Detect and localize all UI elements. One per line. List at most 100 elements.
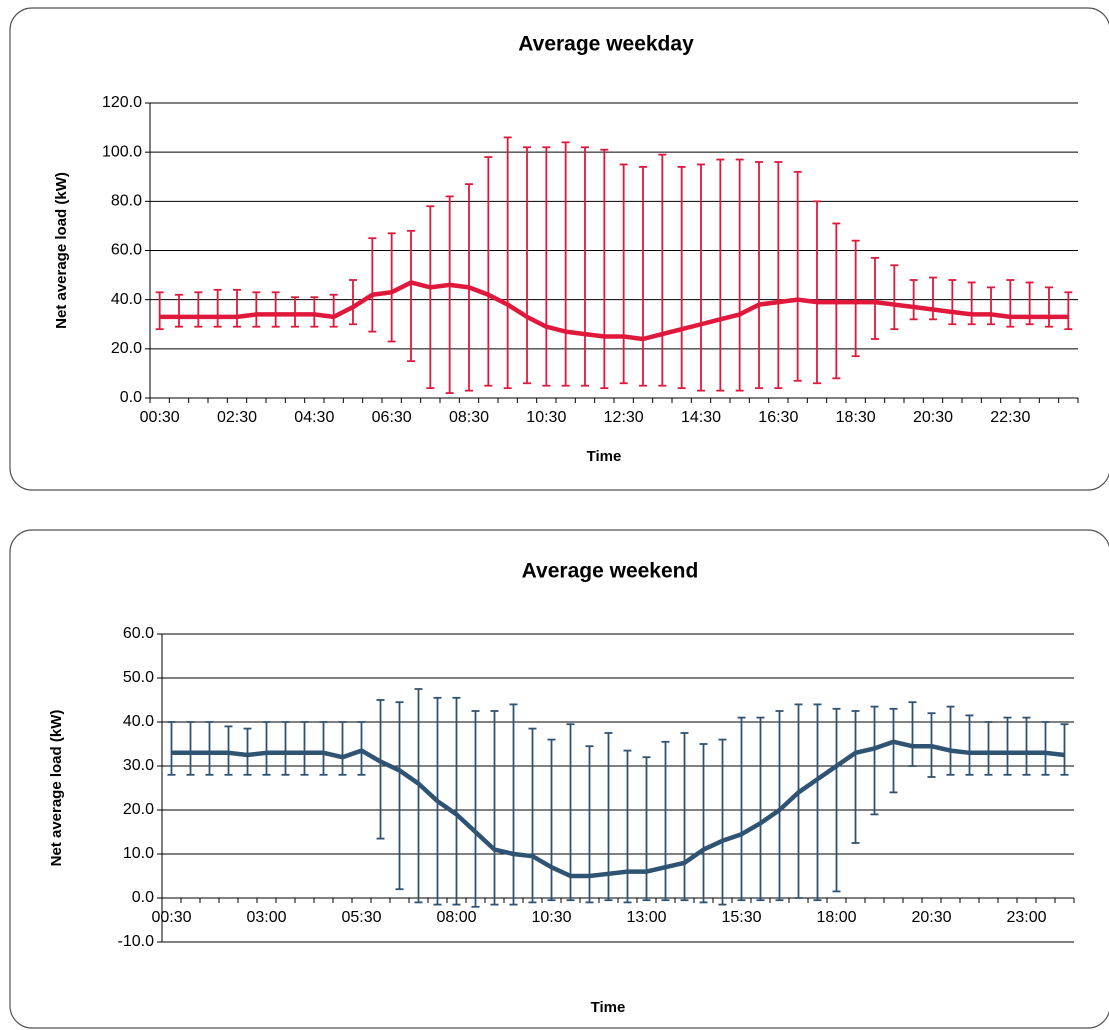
error-bar — [566, 723, 575, 902]
x-tick-label: 04:30 — [294, 409, 334, 426]
x-axis-title: Time — [591, 999, 626, 1016]
error-bar — [716, 158, 725, 392]
y-axis-title: Net average load (kW) — [53, 172, 70, 329]
error-bar — [338, 721, 347, 776]
error-bar — [946, 705, 955, 776]
error-bar — [774, 161, 783, 390]
error-bar — [680, 732, 689, 902]
chart-frame — [9, 529, 1109, 1029]
error-bar — [890, 264, 899, 331]
x-tick-label: 13:00 — [626, 909, 666, 926]
error-bar — [1060, 723, 1069, 776]
x-tick-label: 15:30 — [721, 909, 761, 926]
x-tick-label: 08:00 — [436, 909, 476, 926]
y-tick-label: 20.0 — [123, 801, 154, 818]
error-bar — [1041, 721, 1050, 776]
error-bar — [503, 136, 512, 390]
y-tick-label: 30.0 — [123, 757, 154, 774]
error-bar — [851, 239, 860, 358]
error-bar — [233, 288, 241, 328]
error-bar — [395, 701, 404, 891]
error-bar — [167, 721, 176, 776]
x-tick-label: 02:30 — [217, 409, 257, 426]
y-tick-label: 40.0 — [123, 713, 154, 730]
y-tick-label: -10.0 — [118, 933, 155, 950]
x-tick-label: 23:00 — [1006, 909, 1046, 926]
error-bar — [677, 166, 686, 390]
y-tick-label: 10.0 — [123, 845, 154, 862]
error-bar — [737, 716, 746, 902]
x-tick-label: 10:30 — [526, 409, 566, 426]
error-bar — [445, 195, 454, 394]
error-bar — [794, 703, 803, 899]
error-bar — [908, 701, 917, 767]
error-bar — [452, 696, 461, 906]
x-tick-label: 00:30 — [140, 409, 180, 426]
error-bar — [509, 703, 518, 906]
x-tick-label: 12:30 — [604, 409, 644, 426]
error-bar — [851, 710, 860, 844]
error-bar — [387, 232, 396, 343]
error-bar — [186, 721, 195, 776]
error-bar — [619, 163, 628, 385]
error-bar — [889, 707, 898, 794]
error-bar — [194, 291, 203, 328]
error-bar — [755, 161, 763, 390]
error-bar — [870, 705, 879, 816]
error-bar — [832, 707, 841, 893]
y-tick-label: 100.0 — [102, 143, 142, 160]
error-bar — [735, 158, 744, 392]
error-bar — [697, 163, 705, 392]
error-bar — [661, 740, 670, 902]
y-tick-label: 40.0 — [111, 291, 142, 308]
error-bar — [349, 279, 357, 326]
error-bar — [1022, 716, 1031, 776]
error-bar — [368, 237, 377, 333]
error-bar — [205, 721, 214, 776]
error-bar — [793, 170, 802, 382]
error-bar — [984, 721, 993, 776]
error-bar — [414, 688, 423, 904]
error-bar — [756, 716, 765, 902]
error-bar — [775, 710, 784, 902]
error-bar — [490, 710, 499, 906]
error-bar — [658, 153, 667, 387]
error-bar — [281, 721, 290, 776]
x-tick-label: 20:30 — [913, 409, 953, 426]
x-tick-label: 05:30 — [341, 909, 381, 926]
x-tick-label: 20:30 — [911, 909, 951, 926]
error-bar — [581, 146, 589, 387]
x-tick-label: 00:30 — [151, 909, 191, 926]
error-bar — [623, 749, 632, 904]
x-tick-label: 22:30 — [990, 409, 1030, 426]
error-bar — [252, 291, 261, 328]
error-bar — [642, 756, 651, 902]
error-bar — [271, 291, 280, 328]
error-bar — [471, 710, 480, 908]
y-axis-title: Net average load (kW) — [48, 710, 65, 867]
error-bar — [523, 146, 531, 385]
error-bar — [291, 296, 299, 328]
error-bar — [639, 166, 647, 387]
error-bar — [542, 146, 551, 387]
x-tick-label: 18:30 — [836, 409, 876, 426]
error-bar — [1003, 716, 1012, 776]
error-bar — [871, 256, 879, 340]
error-bar — [1064, 291, 1073, 331]
error-bar — [987, 286, 995, 326]
error-bar — [600, 148, 609, 390]
y-tick-label: 60.0 — [111, 242, 142, 259]
error-bar — [547, 738, 556, 902]
error-bar — [528, 727, 537, 904]
error-bar — [310, 296, 319, 328]
error-bar — [718, 738, 727, 906]
line — [159, 280, 1069, 342]
x-tick-label: 16:30 — [758, 409, 798, 426]
error-bar — [948, 279, 957, 326]
error-bar — [243, 727, 252, 776]
y-tick-label: 60.0 — [123, 625, 154, 642]
error-bar — [155, 291, 164, 331]
error-bar — [561, 141, 570, 387]
chart-frame — [9, 7, 1109, 491]
